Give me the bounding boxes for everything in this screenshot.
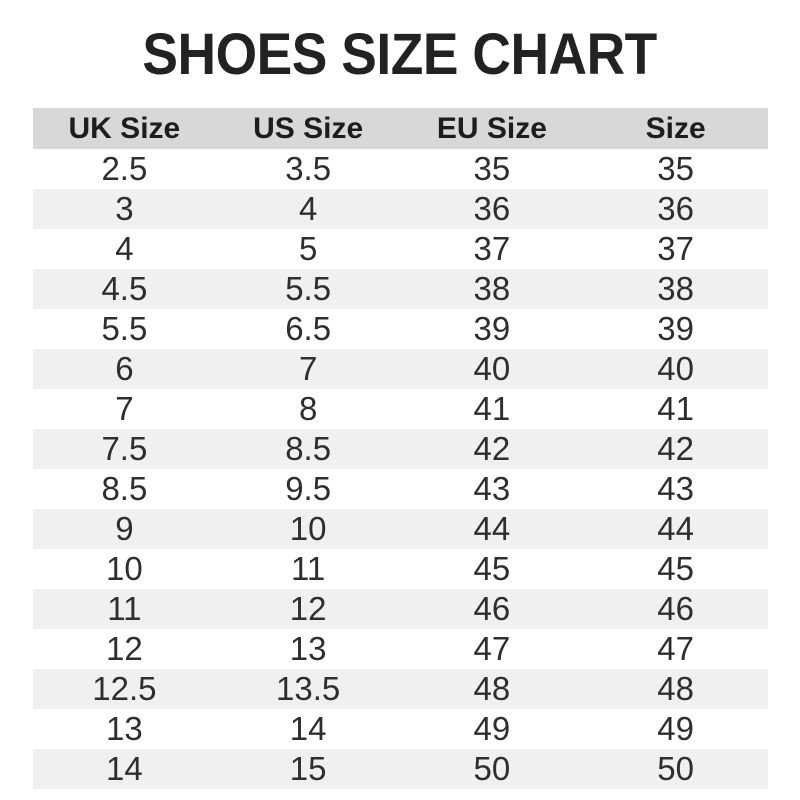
size-cell: 44 (657, 510, 694, 547)
page-title: SHOES SIZE CHART (0, 0, 800, 84)
us-size-cell: 6.5 (285, 310, 332, 347)
eu-size-cell: 48 (473, 670, 511, 707)
table-row: 7.5 8.5 42 42 (32, 429, 768, 469)
eu-size-cell: 41 (473, 390, 511, 427)
uk-size-cell: 13 (106, 710, 143, 747)
eu-size-cell: 39 (473, 310, 511, 347)
uk-size-cell: 4.5 (101, 270, 148, 307)
table-row: 3 4 36 36 (32, 189, 768, 229)
size-cell: 46 (657, 590, 694, 627)
uk-size-cell: 14 (106, 750, 143, 787)
eu-size-cell: 37 (473, 230, 511, 267)
size-cell: 48 (657, 670, 694, 707)
page-title-text: SHOES SIZE CHART (142, 22, 658, 87)
size-cell: 49 (657, 710, 694, 747)
us-size-cell: 3.5 (285, 150, 332, 187)
uk-size-cell: 3 (115, 190, 134, 227)
eu-size-cell: 47 (473, 630, 511, 667)
table-row: 6 7 40 40 (32, 349, 768, 389)
eu-size-cell: 40 (473, 350, 511, 387)
uk-size-cell: 7.5 (101, 430, 148, 467)
table-row: 9 10 44 44 (32, 509, 768, 549)
uk-size-cell: 9 (115, 510, 134, 547)
size-cell: 42 (657, 430, 694, 467)
size-cell: 50 (657, 750, 694, 787)
us-size-cell: 13.5 (276, 670, 341, 707)
size-cell: 37 (657, 230, 694, 267)
table-header-row: UK Size US Size EU Size Size (32, 108, 768, 149)
size-cell: 35 (657, 150, 694, 187)
eu-size-cell: 42 (473, 430, 511, 467)
us-size-cell: 15 (289, 750, 327, 787)
us-size-cell: 8.5 (285, 430, 332, 467)
table-row: 4.5 5.5 38 38 (32, 269, 768, 309)
uk-size-cell: 6 (115, 350, 134, 387)
column-header-size: Size (645, 111, 706, 145)
column-header-uk-size: UK Size (68, 111, 181, 145)
eu-size-cell: 49 (473, 710, 511, 747)
size-table: UK Size US Size EU Size Size 2.5 3.5 35 … (32, 108, 768, 789)
table-row: 14 15 50 50 (32, 749, 768, 789)
size-cell: 41 (657, 390, 694, 427)
column-header-us-size: US Size (253, 111, 364, 145)
uk-size-cell: 11 (107, 590, 142, 627)
uk-size-cell: 7 (115, 390, 134, 427)
uk-size-cell: 4 (115, 230, 134, 267)
size-cell: 43 (657, 470, 694, 507)
eu-size-cell: 43 (473, 470, 511, 507)
table-row: 12.5 13.5 48 48 (32, 669, 768, 709)
table-row: 8.5 9.5 43 43 (32, 469, 768, 509)
table-body: 2.5 3.5 35 35 3 4 36 36 4 5 37 37 4.5 5.… (32, 149, 768, 789)
eu-size-cell: 44 (473, 510, 511, 547)
us-size-cell: 13 (289, 630, 327, 667)
table-row: 2.5 3.5 35 35 (32, 149, 768, 189)
eu-size-cell: 38 (473, 270, 511, 307)
us-size-cell: 11 (290, 550, 326, 587)
size-cell: 40 (657, 350, 694, 387)
table-row: 12 13 47 47 (32, 629, 768, 669)
us-size-cell: 8 (298, 390, 318, 427)
us-size-cell: 9.5 (285, 470, 332, 507)
us-size-cell: 4 (298, 190, 318, 227)
size-cell: 39 (657, 310, 694, 347)
us-size-cell: 5 (298, 230, 318, 267)
table-row: 4 5 37 37 (32, 229, 768, 269)
uk-size-cell: 12.5 (92, 670, 157, 707)
size-cell: 38 (657, 270, 694, 307)
uk-size-cell: 12 (106, 630, 143, 667)
eu-size-cell: 35 (473, 150, 511, 187)
us-size-cell: 14 (289, 710, 327, 747)
size-cell: 36 (657, 190, 694, 227)
us-size-cell: 12 (289, 590, 327, 627)
uk-size-cell: 10 (106, 550, 143, 587)
uk-size-cell: 2.5 (101, 150, 148, 187)
table-row: 7 8 41 41 (32, 389, 768, 429)
eu-size-cell: 45 (473, 550, 511, 587)
table-row: 13 14 49 49 (32, 709, 768, 749)
table-row: 10 11 45 45 (32, 549, 768, 589)
column-header-eu-size: EU Size (436, 111, 547, 145)
size-cell: 47 (657, 630, 694, 667)
uk-size-cell: 8.5 (101, 470, 148, 507)
table-row: 11 12 46 46 (32, 589, 768, 629)
eu-size-cell: 36 (473, 190, 511, 227)
us-size-cell: 5.5 (285, 270, 332, 307)
eu-size-cell: 46 (473, 590, 511, 627)
us-size-cell: 7 (298, 350, 318, 387)
table-row: 5.5 6.5 39 39 (32, 309, 768, 349)
eu-size-cell: 50 (473, 750, 511, 787)
uk-size-cell: 5.5 (101, 310, 148, 347)
us-size-cell: 10 (289, 510, 327, 547)
size-cell: 45 (657, 550, 694, 587)
